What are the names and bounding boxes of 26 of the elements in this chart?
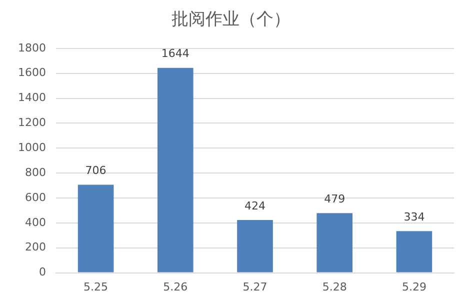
chart-title: 批阅作业（个） bbox=[172, 10, 290, 30]
data-label: 1644 bbox=[161, 47, 190, 60]
x-tick-label: 5.29 bbox=[402, 280, 426, 294]
y-tick-label: 800 bbox=[24, 166, 46, 179]
bar bbox=[316, 213, 353, 272]
y-tick-label: 1200 bbox=[18, 116, 46, 130]
y-tick-label: 1400 bbox=[18, 91, 46, 104]
y-tick-label: 400 bbox=[24, 216, 46, 229]
y-tick-label: 1600 bbox=[18, 66, 46, 80]
bar bbox=[396, 231, 432, 272]
data-label: 706 bbox=[85, 164, 106, 178]
data-label: 334 bbox=[404, 210, 425, 224]
x-tick-label: 5.26 bbox=[163, 280, 188, 294]
x-tick-label: 5.28 bbox=[322, 280, 347, 294]
y-tick-label: 0 bbox=[38, 266, 46, 279]
x-tick-label: 5.27 bbox=[242, 280, 268, 294]
bar bbox=[78, 184, 114, 272]
bar bbox=[237, 220, 273, 272]
y-tick-label: 1000 bbox=[18, 140, 46, 154]
y-tick-label: 200 bbox=[24, 240, 46, 254]
data-label: 479 bbox=[324, 192, 346, 206]
bar bbox=[157, 68, 194, 272]
x-tick-label: 5.25 bbox=[84, 280, 108, 294]
y-tick-label: 1800 bbox=[18, 41, 46, 54]
data-label: 424 bbox=[244, 199, 266, 212]
y-tick-label: 600 bbox=[24, 190, 46, 204]
